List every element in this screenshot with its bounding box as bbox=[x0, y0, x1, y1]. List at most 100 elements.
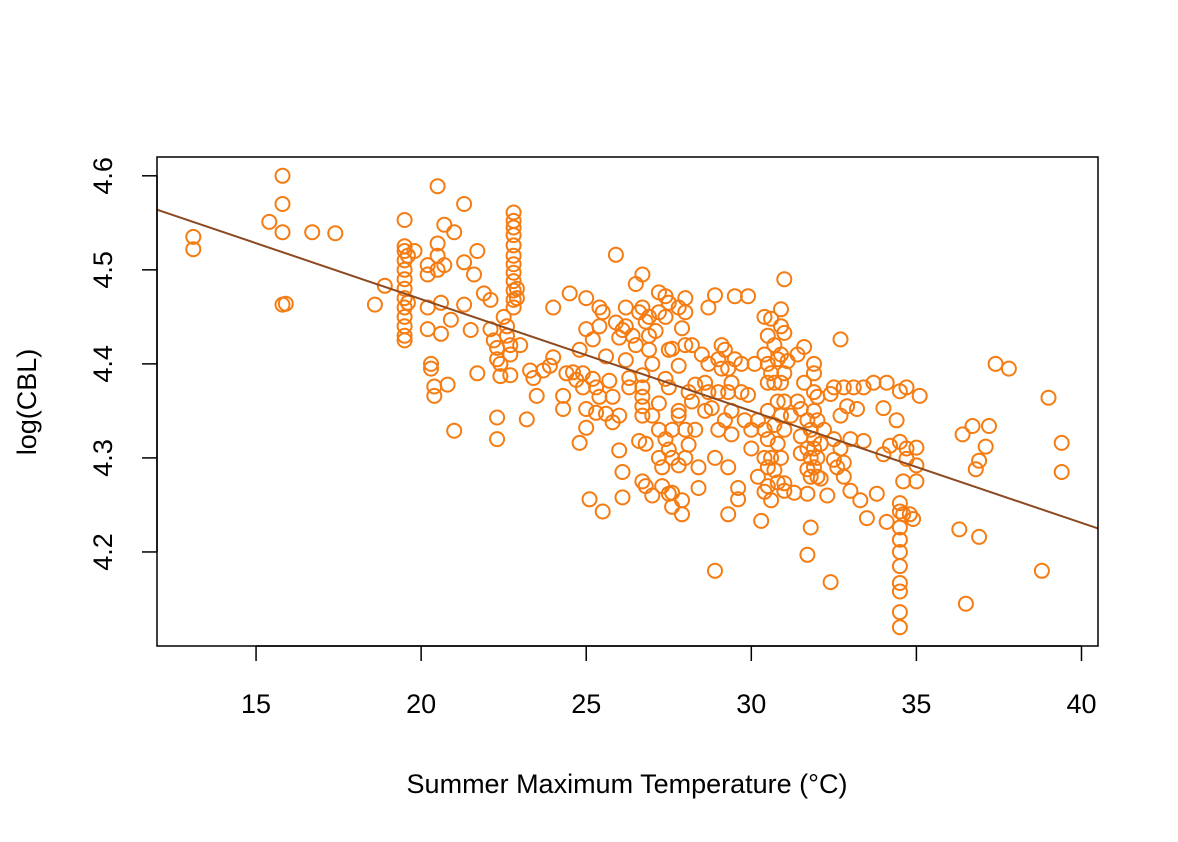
data-point bbox=[396, 271, 413, 288]
data-point bbox=[591, 318, 608, 335]
data-point bbox=[749, 468, 766, 485]
data-point bbox=[456, 254, 473, 271]
y-tick-label: 4.4 bbox=[88, 345, 118, 383]
data-point bbox=[617, 352, 634, 369]
data-point bbox=[423, 360, 439, 377]
data-point bbox=[703, 400, 720, 417]
data-point bbox=[634, 407, 651, 424]
data-point bbox=[776, 271, 793, 288]
data-point bbox=[759, 431, 776, 448]
data-point bbox=[981, 418, 997, 434]
data-point bbox=[650, 395, 667, 412]
data-point bbox=[660, 294, 677, 311]
data-point bbox=[683, 393, 700, 410]
data-point bbox=[690, 480, 707, 496]
data-point bbox=[796, 374, 813, 391]
data-point bbox=[492, 368, 509, 385]
data-point bbox=[723, 426, 740, 443]
data-point bbox=[565, 364, 581, 381]
data-point bbox=[723, 374, 740, 391]
data-point bbox=[641, 308, 657, 325]
data-point bbox=[674, 492, 690, 509]
data-point bbox=[882, 437, 898, 454]
data-point bbox=[908, 439, 925, 456]
data-point bbox=[776, 482, 793, 499]
data-point bbox=[720, 506, 737, 523]
data-point bbox=[891, 604, 908, 621]
x-axis-title: Summer Maximum Temperature (°C) bbox=[407, 769, 848, 799]
data-point bbox=[607, 246, 624, 263]
plot-frame bbox=[156, 156, 1099, 647]
data-point bbox=[898, 379, 915, 396]
data-point bbox=[502, 367, 519, 384]
data-point bbox=[773, 301, 789, 318]
data-point bbox=[505, 227, 522, 244]
data-point bbox=[713, 337, 730, 354]
data-point bbox=[891, 503, 908, 520]
data-point bbox=[905, 511, 922, 527]
data-point bbox=[967, 461, 984, 478]
data-point bbox=[423, 355, 439, 372]
data-point bbox=[977, 438, 994, 455]
data-point bbox=[677, 337, 694, 354]
data-point bbox=[802, 519, 819, 536]
data-point bbox=[495, 308, 512, 325]
data-point bbox=[505, 219, 522, 236]
data-point bbox=[957, 595, 974, 612]
data-point bbox=[835, 379, 852, 396]
data-point bbox=[591, 388, 608, 405]
data-point bbox=[951, 521, 968, 538]
data-point bbox=[634, 367, 651, 384]
data-point bbox=[327, 225, 344, 242]
data-point bbox=[898, 440, 915, 457]
data-point bbox=[419, 321, 436, 338]
data-point bbox=[614, 489, 631, 506]
data-point bbox=[376, 277, 393, 294]
data-point bbox=[489, 431, 506, 448]
data-point bbox=[277, 295, 294, 312]
data-point bbox=[670, 357, 687, 374]
data-point bbox=[796, 339, 813, 355]
data-point bbox=[274, 224, 291, 241]
data-point bbox=[505, 299, 522, 316]
data-point bbox=[697, 374, 714, 391]
x-tick-label: 25 bbox=[571, 689, 601, 719]
data-point bbox=[674, 506, 690, 523]
data-point bbox=[545, 299, 562, 316]
data-point bbox=[1040, 389, 1057, 406]
data-point bbox=[964, 418, 981, 434]
data-point bbox=[446, 224, 463, 241]
data-point bbox=[782, 407, 799, 424]
data-point bbox=[456, 196, 473, 212]
data-point bbox=[274, 196, 291, 212]
data-point bbox=[720, 459, 737, 476]
data-point bbox=[561, 285, 578, 302]
data-point bbox=[433, 325, 449, 342]
data-point bbox=[683, 337, 700, 354]
data-point bbox=[462, 322, 479, 338]
data-point bbox=[839, 398, 856, 415]
data-point bbox=[763, 492, 780, 509]
data-point bbox=[578, 290, 595, 307]
data-point bbox=[508, 290, 525, 307]
data-point bbox=[634, 473, 651, 490]
data-point bbox=[849, 401, 865, 417]
data-point bbox=[700, 384, 717, 401]
data-point bbox=[773, 449, 789, 466]
data-point bbox=[806, 365, 822, 382]
data-point bbox=[304, 224, 321, 241]
data-point bbox=[581, 491, 598, 508]
data-point bbox=[908, 473, 925, 490]
data-point bbox=[644, 355, 661, 372]
data-point bbox=[439, 376, 456, 393]
data-point bbox=[442, 311, 459, 328]
data-point bbox=[687, 421, 704, 438]
data-point bbox=[647, 323, 664, 339]
data-point bbox=[406, 243, 423, 259]
data-point bbox=[776, 475, 793, 492]
data-point bbox=[680, 436, 697, 453]
data-point bbox=[396, 290, 413, 307]
data-point bbox=[598, 348, 614, 365]
data-point bbox=[855, 379, 872, 396]
data-point bbox=[664, 498, 681, 515]
